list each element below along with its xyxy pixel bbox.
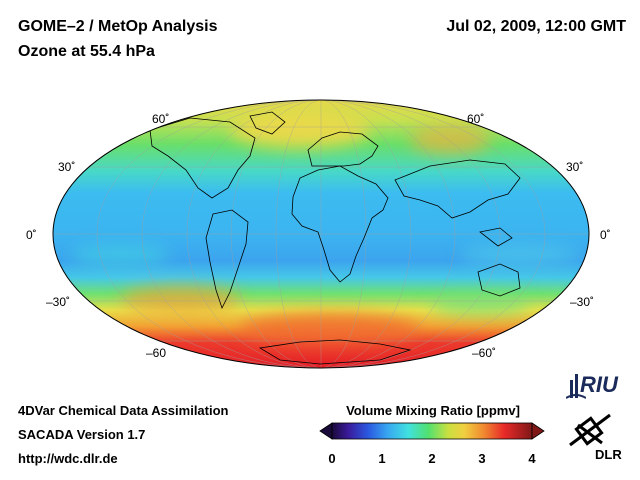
lat-label-right-minus60: –60˚: [472, 346, 497, 360]
dlr-logo-text: DLR: [595, 447, 622, 462]
map-title: GOME–2 / MetOp Analysis: [18, 18, 218, 35]
colorbar-gradient: [331, 422, 533, 440]
colorbar: [319, 422, 545, 440]
footer-url[interactable]: http://wdc.dlr.de: [18, 451, 118, 466]
lat-label-right-minus30: –30˚: [570, 295, 595, 309]
lat-label-left-30: 30˚: [58, 160, 76, 174]
lat-label-left-minus30: –30˚: [46, 295, 71, 309]
map-outline: [52, 99, 590, 369]
map-subtitle: Ozone at 55.4 hPa: [18, 43, 155, 60]
colorbar-title: Volume Mixing Ratio [ppmv]: [346, 403, 520, 418]
lat-label-right-0: 0˚: [600, 228, 611, 242]
footer-method: 4DVar Chemical Data Assimilation: [18, 403, 229, 418]
lat-label-left-60: 60˚: [152, 112, 170, 126]
footer-version: SACADA Version 1.7: [18, 427, 146, 442]
analysis-datetime: Jul 02, 2009, 12:00 GMT: [446, 18, 626, 35]
ozone-map: [52, 99, 590, 369]
colorbar-tick-4: 4: [528, 451, 536, 466]
colorbar-low-arrow: [319, 422, 333, 440]
colorbar-tick-0: 0: [328, 451, 336, 466]
colorbar-tick-1: 1: [378, 451, 386, 466]
colorbar-tick-2: 2: [428, 451, 436, 466]
lat-label-right-60: 60˚: [467, 112, 485, 126]
dlr-logo-icon: [569, 413, 611, 447]
lat-label-left-minus60: –60: [146, 346, 167, 360]
lat-label-right-30: 30˚: [566, 160, 584, 174]
coastlines: [149, 111, 521, 365]
riu-logo-text: RIU: [580, 372, 618, 397]
colorbar-tick-3: 3: [478, 451, 486, 466]
lat-label-left-0: 0˚: [26, 228, 37, 242]
riu-logo-icon: [566, 374, 586, 399]
colorbar-high-arrow: [531, 422, 545, 440]
